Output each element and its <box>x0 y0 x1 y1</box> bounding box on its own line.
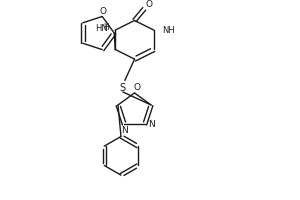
Text: H: H <box>103 23 109 32</box>
Text: N: N <box>148 120 154 129</box>
Text: NH: NH <box>163 26 175 35</box>
Text: O: O <box>146 0 152 9</box>
Text: O: O <box>134 83 141 92</box>
Text: N: N <box>121 126 128 135</box>
Text: O: O <box>100 7 107 16</box>
Text: S: S <box>120 83 126 93</box>
Text: HN: HN <box>95 24 107 33</box>
